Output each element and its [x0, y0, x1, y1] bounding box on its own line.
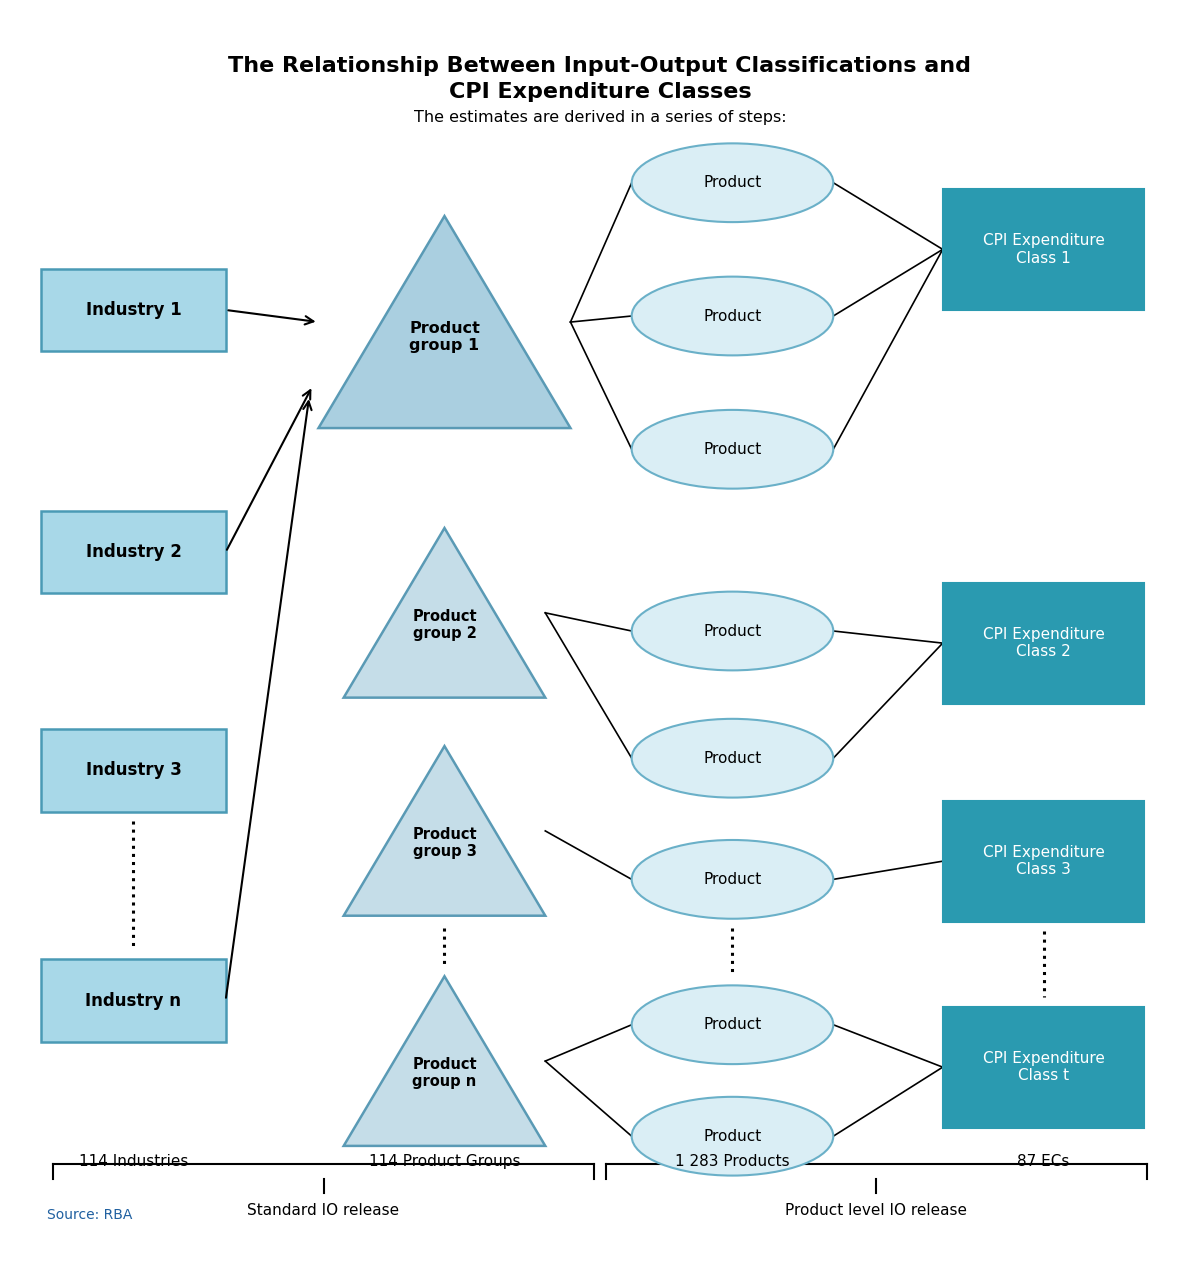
- Ellipse shape: [631, 276, 833, 356]
- Text: Industry 2: Industry 2: [85, 543, 181, 562]
- Ellipse shape: [631, 719, 833, 798]
- Text: Industry 1: Industry 1: [85, 300, 181, 319]
- Ellipse shape: [631, 410, 833, 488]
- Text: Product: Product: [703, 442, 762, 457]
- Text: Standard IO release: Standard IO release: [247, 1203, 400, 1218]
- Text: 114 Industries: 114 Industries: [79, 1155, 188, 1169]
- Text: Product: Product: [703, 623, 762, 639]
- Text: Product: Product: [703, 308, 762, 323]
- Ellipse shape: [631, 144, 833, 222]
- Text: Product: Product: [703, 751, 762, 766]
- Text: CPI Expenditure
Class t: CPI Expenditure Class t: [983, 1051, 1104, 1083]
- Text: Product
group n: Product group n: [412, 1056, 476, 1089]
- Text: The Relationship Between Input-Output Classifications and
CPI Expenditure Classe: The Relationship Between Input-Output Cl…: [228, 56, 972, 102]
- Ellipse shape: [631, 986, 833, 1064]
- Text: CPI Expenditure
Class 3: CPI Expenditure Class 3: [983, 846, 1104, 877]
- Ellipse shape: [631, 592, 833, 670]
- Polygon shape: [343, 977, 545, 1146]
- Bar: [41, 269, 226, 351]
- Text: Product level IO release: Product level IO release: [786, 1203, 967, 1218]
- Text: Source: RBA: Source: RBA: [47, 1208, 132, 1222]
- Bar: [943, 189, 1145, 310]
- Text: 87 ECs: 87 ECs: [1018, 1155, 1069, 1169]
- Polygon shape: [343, 528, 545, 698]
- Text: Product: Product: [703, 1017, 762, 1032]
- Text: Product: Product: [703, 872, 762, 887]
- Text: 114 Product Groups: 114 Product Groups: [368, 1155, 521, 1169]
- Text: Product
group 1: Product group 1: [409, 321, 480, 353]
- Polygon shape: [318, 216, 570, 428]
- Text: Product: Product: [703, 1128, 762, 1143]
- Ellipse shape: [631, 1097, 833, 1176]
- Bar: [943, 1007, 1145, 1128]
- Bar: [943, 800, 1145, 921]
- Bar: [41, 511, 226, 593]
- Text: Product
group 3: Product group 3: [412, 827, 476, 859]
- Text: CPI Expenditure
Class 1: CPI Expenditure Class 1: [983, 233, 1104, 265]
- Bar: [943, 583, 1145, 704]
- Text: Industry 3: Industry 3: [85, 761, 181, 780]
- Text: Product
group 2: Product group 2: [412, 608, 476, 641]
- Text: Product: Product: [703, 175, 762, 191]
- Text: The estimates are derived in a series of steps:: The estimates are derived in a series of…: [414, 110, 786, 125]
- Text: CPI Expenditure
Class 2: CPI Expenditure Class 2: [983, 627, 1104, 659]
- Polygon shape: [343, 746, 545, 916]
- Text: 1 283 Products: 1 283 Products: [676, 1155, 790, 1169]
- Ellipse shape: [631, 840, 833, 919]
- Bar: [41, 959, 226, 1041]
- Bar: [41, 729, 226, 811]
- Text: Industry n: Industry n: [85, 992, 181, 1010]
